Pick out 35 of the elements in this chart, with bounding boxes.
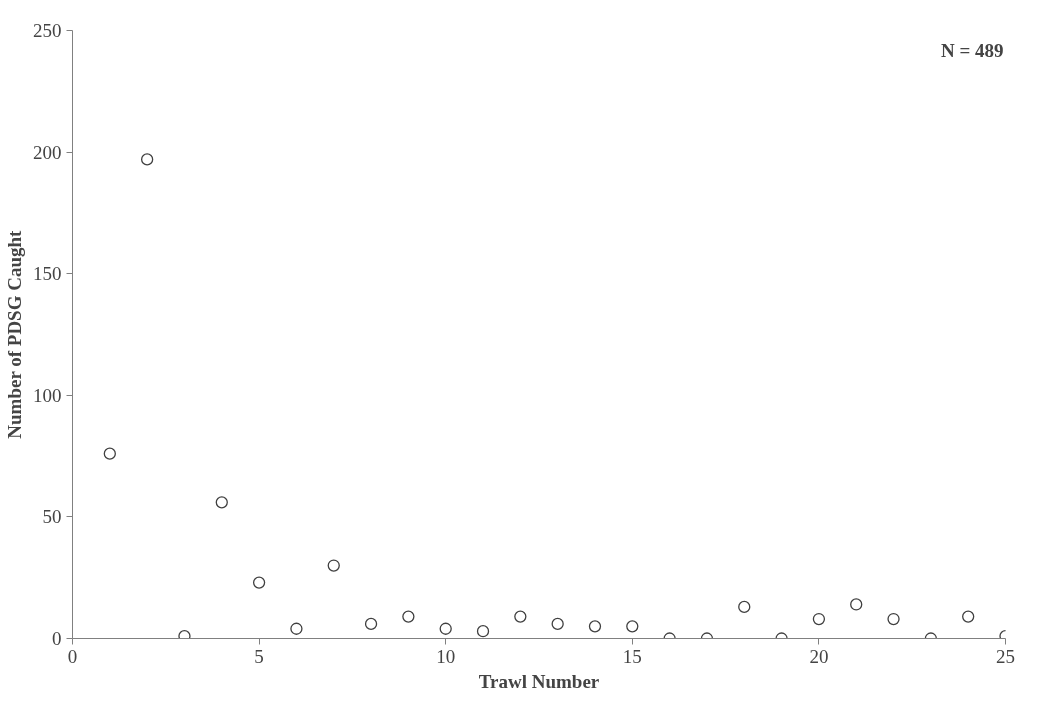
point bbox=[140, 153, 154, 166]
point bbox=[215, 496, 228, 509]
y-tick-label: 150 bbox=[33, 263, 62, 285]
point bbox=[364, 617, 378, 631]
point bbox=[588, 620, 602, 633]
y-tick-label: 0 bbox=[52, 628, 62, 649]
point bbox=[476, 625, 490, 638]
point bbox=[178, 629, 191, 639]
x-tick-label: 20 bbox=[809, 645, 829, 667]
point bbox=[514, 610, 527, 623]
x-tick-label: 15 bbox=[622, 645, 642, 667]
x-tick-label: 0 bbox=[67, 645, 78, 667]
x-axis-title: Trawl Number bbox=[478, 670, 600, 692]
point bbox=[812, 612, 826, 626]
y-tick-label: 200 bbox=[33, 141, 62, 163]
y-tick-label: 100 bbox=[33, 384, 62, 406]
point bbox=[290, 622, 303, 635]
point bbox=[962, 610, 975, 623]
y-tick-label: 250 bbox=[33, 20, 62, 41]
point bbox=[850, 598, 863, 611]
annotation: N = 489 bbox=[940, 39, 1004, 61]
point bbox=[738, 600, 751, 614]
x-tick-label: 25 bbox=[996, 645, 1015, 667]
point bbox=[103, 447, 116, 460]
point bbox=[551, 617, 564, 631]
point bbox=[402, 610, 415, 623]
point bbox=[252, 576, 266, 589]
point bbox=[439, 622, 452, 635]
point bbox=[327, 559, 340, 572]
y-tick-label: 50 bbox=[42, 506, 62, 528]
x-tick-label: 5 bbox=[254, 645, 264, 667]
y-axis-title: Number of PDSG Caught bbox=[4, 229, 25, 439]
x-tick-label: 10 bbox=[436, 645, 456, 667]
point bbox=[887, 612, 900, 626]
point bbox=[626, 620, 639, 633]
